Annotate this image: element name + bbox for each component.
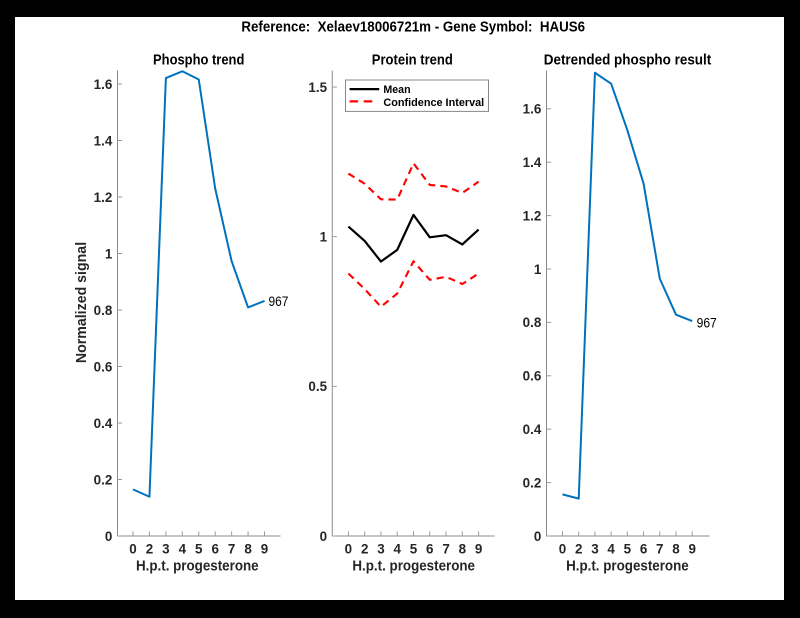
svg-text:0: 0 (534, 529, 541, 544)
svg-text:H.p.t. progesterone: H.p.t. progesterone (352, 559, 475, 575)
svg-text:2: 2 (361, 542, 368, 557)
svg-text:7: 7 (442, 542, 449, 557)
svg-text:H.p.t. progesterone: H.p.t. progesterone (566, 559, 689, 575)
svg-text:5: 5 (195, 542, 203, 557)
svg-text:7: 7 (228, 542, 235, 557)
svg-text:0: 0 (320, 529, 327, 544)
svg-text:4: 4 (179, 542, 187, 557)
svg-text:7: 7 (656, 542, 663, 557)
svg-text:1.2: 1.2 (523, 208, 542, 223)
svg-text:5: 5 (410, 542, 418, 557)
svg-text:0.8: 0.8 (523, 315, 542, 330)
svg-text:0.8: 0.8 (94, 303, 113, 318)
svg-text:1.2: 1.2 (94, 190, 113, 205)
svg-text:4: 4 (393, 542, 401, 557)
svg-text:Phospho trend: Phospho trend (153, 52, 244, 69)
svg-text:Reference: Xelaev18006721m -: Reference: Xelaev18006721m - Gene Symbol… (241, 19, 585, 36)
svg-text:1: 1 (105, 246, 113, 261)
svg-text:9: 9 (261, 542, 268, 557)
svg-text:3: 3 (162, 542, 169, 557)
svg-text:0.4: 0.4 (94, 416, 113, 431)
svg-text:0: 0 (105, 529, 112, 544)
svg-text:8: 8 (244, 542, 252, 557)
svg-text:1: 1 (534, 262, 542, 277)
svg-text:8: 8 (672, 542, 680, 557)
svg-text:8: 8 (459, 542, 467, 557)
svg-text:0: 0 (345, 542, 352, 557)
svg-text:Protein trend: Protein trend (372, 52, 453, 69)
svg-text:0.6: 0.6 (523, 369, 542, 384)
svg-text:967: 967 (269, 294, 289, 309)
svg-text:0.4: 0.4 (523, 422, 542, 437)
svg-text:0: 0 (559, 542, 566, 557)
svg-text:0: 0 (129, 542, 136, 557)
svg-text:5: 5 (624, 542, 632, 557)
svg-text:9: 9 (475, 542, 482, 557)
svg-text:H.p.t. progesterone: H.p.t. progesterone (136, 559, 259, 575)
svg-text:1: 1 (320, 230, 328, 245)
svg-text:1.4: 1.4 (94, 133, 113, 148)
svg-text:1.4: 1.4 (523, 155, 542, 170)
svg-text:Confidence Interval: Confidence Interval (383, 97, 484, 109)
svg-text:1.6: 1.6 (94, 77, 113, 92)
svg-text:3: 3 (377, 542, 384, 557)
svg-text:0.2: 0.2 (94, 472, 113, 487)
svg-text:0.6: 0.6 (94, 359, 113, 374)
svg-text:6: 6 (426, 542, 433, 557)
svg-text:967: 967 (697, 315, 717, 330)
svg-text:Mean: Mean (383, 84, 410, 96)
svg-text:3: 3 (591, 542, 598, 557)
svg-text:2: 2 (575, 542, 582, 557)
svg-text:6: 6 (640, 542, 647, 557)
svg-text:4: 4 (607, 542, 615, 557)
svg-text:Detrended phospho result: Detrended phospho result (544, 52, 712, 69)
svg-text:Normalized signal: Normalized signal (74, 242, 90, 363)
svg-text:9: 9 (688, 542, 695, 557)
svg-text:2: 2 (146, 542, 153, 557)
svg-text:1.6: 1.6 (523, 102, 542, 117)
svg-text:0.2: 0.2 (523, 475, 542, 490)
svg-text:1.5: 1.5 (308, 80, 327, 95)
svg-text:0.5: 0.5 (308, 379, 327, 394)
svg-text:6: 6 (211, 542, 218, 557)
